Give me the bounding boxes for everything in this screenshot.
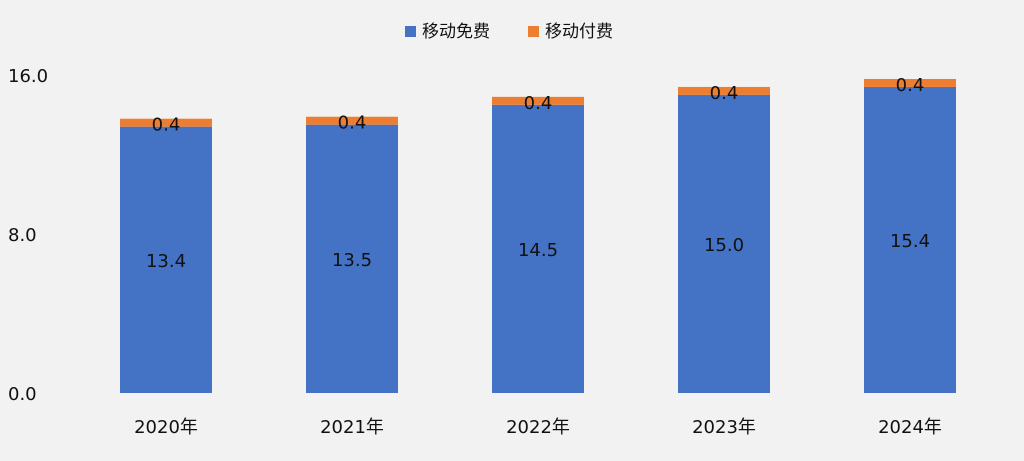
bar-segment-free xyxy=(120,126,212,394)
y-tick-label: 8.0 xyxy=(8,225,37,246)
legend-label: 移动付费 xyxy=(545,22,613,42)
bar-segment-paid xyxy=(492,96,584,105)
data-label-paid: 0.4 xyxy=(896,75,925,96)
legend: 移动免费 移动付费 xyxy=(405,22,613,42)
legend-label: 移动免费 xyxy=(422,22,490,42)
data-label-free: 15.4 xyxy=(890,231,930,252)
bar-segment-free xyxy=(864,86,956,394)
x-axis: 2020年 2021年 2022年 2023年 2024年 xyxy=(134,417,942,438)
bar-stack-2024年: 15.4 0.4 xyxy=(864,75,956,394)
bar-segment-free xyxy=(678,94,770,393)
bar-stack-2020年: 13.4 0.4 xyxy=(120,115,212,394)
bar-segment-free xyxy=(306,124,398,393)
data-label-free: 13.5 xyxy=(332,250,372,271)
bar-stack-2023年: 15.0 0.4 xyxy=(678,83,770,393)
data-label-paid: 0.4 xyxy=(710,83,739,104)
bars: 13.4 0.4 13.5 0.4 14.5 0.4 15.0 0.4 15.4 0.4 xyxy=(120,75,956,394)
x-tick-label: 2021年 xyxy=(320,417,384,438)
y-axis: 0.0 8.0 16.0 xyxy=(8,66,48,405)
data-label-free: 15.0 xyxy=(704,235,744,256)
legend-item-1: 移动免费 xyxy=(405,22,490,42)
data-label-paid: 0.4 xyxy=(152,115,181,136)
data-label-free: 14.5 xyxy=(518,240,558,261)
bar-segment-paid xyxy=(678,86,770,95)
y-tick-label: 16.0 xyxy=(8,66,48,87)
legend-item-2: 移动付费 xyxy=(528,22,613,42)
data-label-free: 13.4 xyxy=(146,251,186,272)
x-tick-label: 2022年 xyxy=(506,417,570,438)
bar-stack-2021年: 13.5 0.4 xyxy=(306,113,398,393)
legend-swatch xyxy=(405,26,416,37)
bar-segment-paid xyxy=(120,118,212,127)
data-label-paid: 0.4 xyxy=(338,113,367,134)
data-label-paid: 0.4 xyxy=(524,93,553,114)
x-tick-label: 2023年 xyxy=(692,417,756,438)
bar-segment-paid xyxy=(306,116,398,125)
legend-swatch xyxy=(528,26,539,37)
bar-segment-paid xyxy=(864,78,956,87)
bar-stack-2022年: 14.5 0.4 xyxy=(492,93,584,393)
x-tick-label: 2024年 xyxy=(878,417,942,438)
bar-segment-free xyxy=(492,104,584,393)
y-tick-label: 0.0 xyxy=(8,384,37,405)
x-tick-label: 2020年 xyxy=(134,417,198,438)
